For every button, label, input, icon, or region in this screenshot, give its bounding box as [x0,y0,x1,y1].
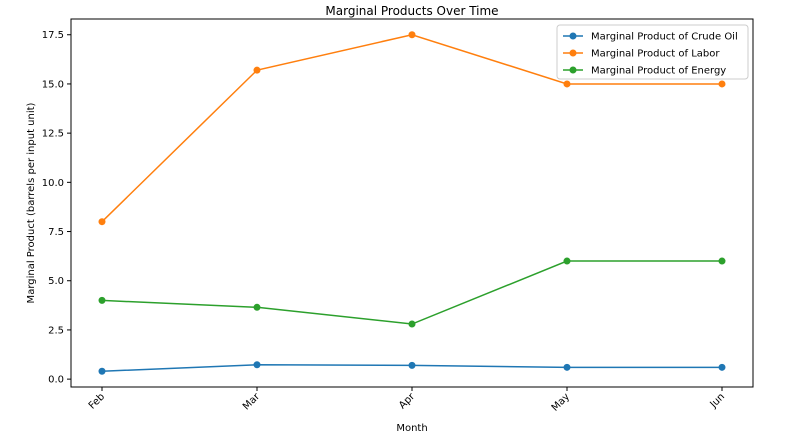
data-point [253,303,261,311]
data-point [718,80,726,88]
legend-marker [569,49,577,57]
data-point [408,361,416,369]
data-point [563,363,571,371]
series-layer [98,31,726,375]
data-point [718,257,726,265]
y-tick-label: 5.0 [48,276,64,287]
data-point [253,66,261,74]
y-tick-label: 2.5 [48,325,64,336]
legend-label: Marginal Product of Labor [591,49,720,60]
y-axis-label: Marginal Product (barrels per input unit… [26,102,37,303]
legend-marker [569,66,577,74]
data-point [718,363,726,371]
legend: Marginal Product of Crude Oil Marginal Pr… [556,24,749,80]
data-point [563,257,571,265]
legend-box [556,24,749,80]
data-point [98,367,106,375]
x-axis-label: Month [396,423,427,434]
y-tick-label: 7.5 [48,227,64,238]
chart-title: Marginal Products Over Time [325,4,498,18]
x-tick-label: May [550,391,572,413]
legend-marker [569,32,577,40]
y-tick-label: 15.0 [42,79,64,90]
x-tick-label: Feb [87,391,107,411]
data-point [563,80,571,88]
series-line [101,260,722,325]
x-tick-label: Jun [708,391,728,411]
y-tick-label: 10.0 [42,178,64,189]
data-point [98,218,106,226]
y-tick-label: 0.0 [48,375,64,386]
data-point [98,296,106,304]
data-point [408,31,416,39]
y-axis: 0.0 2.5 5.0 7.5 10.0 12.5 15.0 17.5 [42,30,71,386]
legend-label: Marginal Product of Crude Oil [591,32,738,43]
legend-label: Marginal Product of Energy [591,66,726,77]
y-tick-label: 12.5 [42,129,64,140]
x-tick-label: Mar [241,391,263,413]
data-point [408,320,416,328]
x-tick-label: Apr [397,391,418,412]
data-point [253,361,261,369]
y-tick-label: 17.5 [42,30,64,41]
x-axis: Feb Mar Apr May Jun [87,387,727,414]
